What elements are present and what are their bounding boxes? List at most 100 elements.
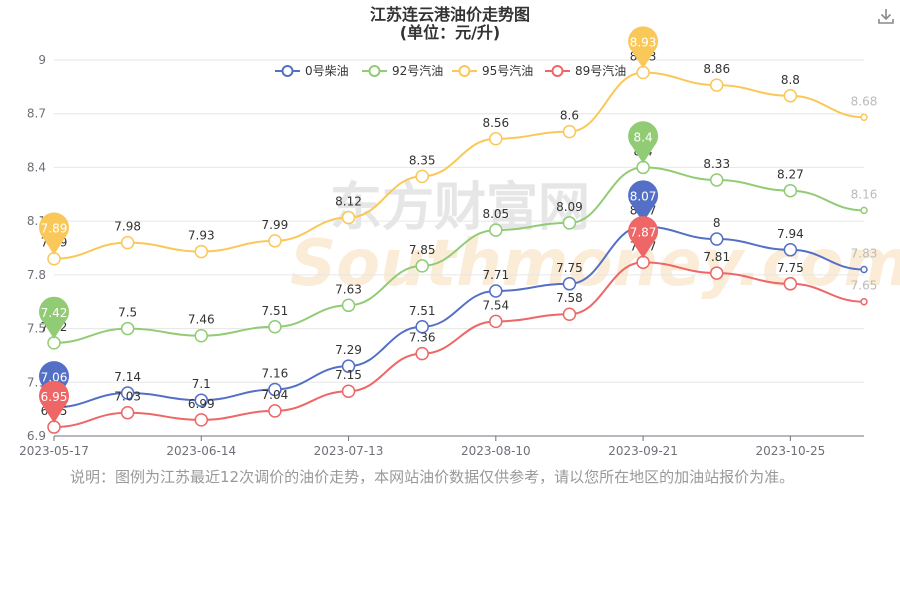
watermark-latin: Southmoney.com: [290, 227, 900, 301]
y-tick-label: 9: [38, 53, 46, 67]
data-label: 7.46: [188, 313, 215, 327]
data-point[interactable]: [341, 359, 356, 373]
data-label: 8.68: [851, 94, 878, 108]
data-point[interactable]: [783, 277, 798, 291]
data-point[interactable]: [709, 78, 724, 92]
data-label: 7.5: [118, 306, 137, 320]
legend-marker: [281, 65, 294, 77]
legend-label: 92号汽油: [392, 63, 443, 78]
data-label: 7.04: [262, 388, 289, 402]
data-point[interactable]: [415, 320, 429, 334]
data-label: 7.15: [335, 368, 362, 382]
data-point[interactable]: [341, 210, 356, 225]
x-tick-label: 2023-05-17: [19, 444, 89, 458]
legend[interactable]: 0号柴油 92号汽油 95号汽油 89号汽油: [275, 63, 626, 78]
data-point[interactable]: [860, 265, 868, 274]
data-label: 7.65: [851, 279, 878, 293]
data-point[interactable]: [120, 405, 135, 420]
data-point[interactable]: [194, 328, 209, 343]
data-point[interactable]: [709, 232, 724, 246]
data-point[interactable]: [860, 206, 868, 215]
data-label: 7.99: [262, 218, 289, 232]
max-pin-marker: 8.93: [628, 26, 659, 69]
y-tick-label: 8.4: [27, 160, 46, 174]
data-label: 7.75: [556, 261, 583, 275]
data-point[interactable]: [268, 404, 282, 418]
pin-label: 7.42: [41, 306, 68, 320]
data-point[interactable]: [341, 298, 356, 313]
data-point[interactable]: [489, 223, 503, 237]
data-point[interactable]: [783, 89, 798, 103]
data-label: 7.63: [335, 282, 362, 296]
data-label: 8.12: [335, 195, 362, 209]
data-label: 7.29: [335, 343, 362, 357]
data-label: 7.51: [409, 304, 436, 318]
data-label: 8.8: [781, 73, 800, 87]
data-point[interactable]: [562, 124, 577, 139]
data-point[interactable]: [562, 216, 577, 230]
data-point[interactable]: [489, 314, 503, 329]
data-point[interactable]: [562, 307, 577, 321]
data-point[interactable]: [562, 277, 577, 291]
pin-shape: [39, 296, 69, 339]
data-point[interactable]: [489, 284, 503, 298]
data-label: 7.81: [703, 250, 730, 264]
data-label: 7.83: [851, 246, 878, 260]
legend-item[interactable]: 0号柴油: [275, 64, 349, 78]
legend-item[interactable]: 95号汽油: [452, 63, 533, 78]
data-label: 8.09: [556, 200, 583, 214]
data-point[interactable]: [415, 259, 429, 273]
data-label: 7.14: [114, 370, 141, 384]
max-pin-marker: 7.87: [628, 216, 659, 259]
data-point[interactable]: [783, 183, 798, 198]
legend-label: 0号柴油: [305, 64, 349, 78]
chart-note: 说明：图例为江苏最近12次调价的油价走势，本网站油价数据仅供参考，请以您所在地区…: [70, 468, 795, 486]
data-point[interactable]: [860, 297, 868, 306]
data-point[interactable]: [709, 173, 724, 187]
data-label: 8.05: [482, 207, 509, 221]
data-point[interactable]: [268, 320, 282, 334]
max-min-markers: 8.07 7.06 8.4 7.42 8.93 7.89 7.87 6.95: [39, 26, 659, 424]
data-point[interactable]: [120, 386, 135, 400]
data-point[interactable]: [415, 346, 429, 361]
data-label: 8.16: [851, 187, 878, 201]
legend-item[interactable]: 92号汽油: [362, 63, 443, 78]
y-tick-label: 7.8: [27, 268, 46, 282]
x-tick-label: 2023-07-13: [314, 444, 384, 458]
pin-shape: [628, 180, 659, 223]
data-point[interactable]: [860, 113, 868, 122]
data-point[interactable]: [783, 243, 798, 257]
pin-label: 8.07: [630, 190, 657, 204]
legend-marker: [551, 65, 564, 77]
data-point[interactable]: [120, 321, 135, 336]
chart-subtitle: (单位：元/升): [400, 23, 500, 42]
data-label: 7.98: [114, 220, 141, 234]
data-point[interactable]: [194, 244, 209, 259]
data-point[interactable]: [194, 393, 209, 407]
data-point[interactable]: [341, 384, 356, 398]
pin-label: 7.87: [630, 225, 657, 239]
legend-marker: [368, 65, 381, 77]
data-label: 7.51: [262, 304, 289, 318]
legend-label: 89号汽油: [575, 63, 626, 78]
data-point[interactable]: [268, 382, 282, 397]
series-points: [47, 65, 868, 434]
legend-item[interactable]: 89号汽油: [545, 63, 626, 78]
data-point[interactable]: [268, 234, 282, 248]
min-pin-marker: 7.89: [39, 212, 69, 255]
data-point[interactable]: [415, 169, 429, 184]
chart-title: 江苏连云港油价走势图: [370, 5, 530, 24]
data-point[interactable]: [194, 413, 209, 427]
data-point[interactable]: [489, 132, 503, 146]
pin-label: 7.06: [41, 370, 68, 384]
data-point[interactable]: [709, 266, 724, 280]
data-label: 8: [713, 216, 721, 230]
y-tick-label: 8.7: [27, 107, 46, 121]
pin-label: 8.93: [630, 36, 657, 50]
legend-label: 95号汽油: [482, 63, 533, 78]
data-label: 7.1: [192, 377, 211, 391]
pin-label: 8.4: [634, 130, 653, 144]
data-point[interactable]: [120, 235, 135, 250]
download-icon[interactable]: [876, 6, 896, 26]
